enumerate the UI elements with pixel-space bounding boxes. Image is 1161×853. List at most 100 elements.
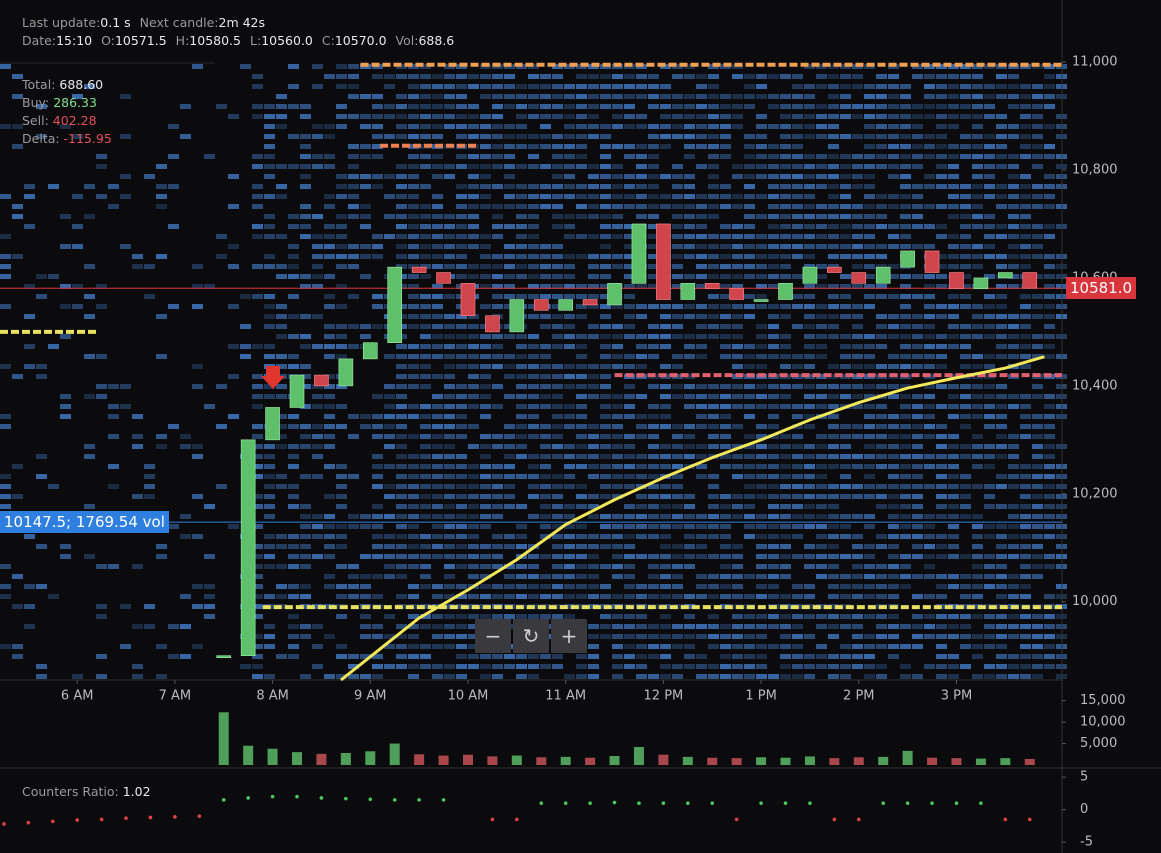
heat-cell [888, 334, 899, 339]
heat-cell [780, 634, 791, 639]
heat-cell [912, 194, 923, 199]
heat-cell [504, 434, 515, 439]
heat-cell [108, 464, 119, 469]
heat-cell [1020, 424, 1031, 429]
heat-cell [660, 104, 671, 109]
heat-cell [456, 354, 467, 359]
heat-cell [828, 524, 839, 529]
heat-cell [684, 204, 695, 209]
heat-cell [72, 674, 83, 679]
heat-cell [996, 624, 1007, 629]
heat-cell [900, 104, 911, 109]
volume-bar [951, 758, 962, 765]
heat-cell [1044, 304, 1055, 309]
heat-cell [864, 414, 875, 419]
heat-cell [960, 244, 971, 249]
heat-cell [132, 264, 143, 269]
heat-cell [780, 184, 791, 189]
heat-cell [948, 614, 959, 619]
heat-cell [528, 144, 539, 149]
heat-cell [984, 334, 995, 339]
heat-cell [1008, 624, 1019, 629]
zoom-in-button[interactable]: + [551, 619, 587, 653]
heat-cell [744, 494, 755, 499]
heat-cell [588, 424, 599, 429]
heat-cell [876, 194, 887, 199]
heat-cell [348, 204, 359, 209]
heat-cell [372, 434, 383, 439]
heat-cell [756, 464, 767, 469]
stat-row: Total: 688.60 [22, 76, 112, 94]
heat-cell [984, 144, 995, 149]
heat-cell [348, 594, 359, 599]
heat-cell [720, 354, 731, 359]
heat-cell [780, 104, 791, 109]
heat-cell [912, 124, 923, 129]
heat-cell [684, 184, 695, 189]
heat-cell [720, 544, 731, 549]
heat-cell [912, 444, 923, 449]
heat-cell [972, 484, 983, 489]
heat-cell [336, 384, 347, 389]
zoom-out-button[interactable]: − [475, 619, 511, 653]
heat-cell [996, 444, 1007, 449]
level-tag: 10147.5; 1769.54 vol [0, 511, 169, 534]
heat-cell [492, 74, 503, 79]
heat-cell [780, 164, 791, 169]
heat-cell [372, 134, 383, 139]
heat-cell [420, 604, 431, 609]
heat-cell [660, 84, 671, 89]
heat-cell [444, 504, 455, 509]
heat-cell [840, 454, 851, 459]
heat-cell [972, 644, 983, 649]
heat-cell [756, 404, 767, 409]
heat-cell [960, 394, 971, 399]
heat-cell [300, 344, 311, 349]
heat-cell [528, 464, 539, 469]
heat-cell [804, 544, 815, 549]
heat-cell [480, 144, 491, 149]
heat-cell [396, 114, 407, 119]
heat-cell [528, 394, 539, 399]
heat-cell [996, 324, 1007, 329]
heat-cell [684, 114, 695, 119]
heat-cell [744, 414, 755, 419]
heat-cell [576, 404, 587, 409]
heat-cell [996, 144, 1007, 149]
heat-cell [648, 244, 659, 249]
heat-cell [444, 414, 455, 419]
heat-cell [1008, 614, 1019, 619]
heat-cell [564, 444, 575, 449]
heat-cell [744, 184, 755, 189]
heat-cell [456, 134, 467, 139]
heat-cell [984, 94, 995, 99]
heat-cell [732, 624, 743, 629]
reset-button[interactable]: ↻ [513, 619, 549, 653]
heat-cell [672, 434, 683, 439]
heat-cell [672, 364, 683, 369]
heat-cell [912, 204, 923, 209]
heat-cell [948, 654, 959, 659]
heat-cell [408, 624, 419, 629]
heat-cell [996, 384, 1007, 389]
heat-cell [468, 404, 479, 409]
heat-cell [108, 384, 119, 389]
heat-cell [660, 384, 671, 389]
heat-cell [408, 484, 419, 489]
heat-cell [984, 164, 995, 169]
heat-cell [444, 484, 455, 489]
heat-cell [504, 74, 515, 79]
heat-cell [624, 194, 635, 199]
candle [533, 299, 549, 311]
heat-cell [1020, 404, 1031, 409]
heat-cell [516, 444, 527, 449]
heat-cell [900, 324, 911, 329]
heat-cell [792, 134, 803, 139]
heat-cell [732, 444, 743, 449]
heat-cell [696, 304, 707, 309]
candle [216, 655, 232, 659]
heat-cell [0, 504, 11, 509]
heat-cell [996, 524, 1007, 529]
heat-cell [624, 364, 635, 369]
heat-cell [1044, 154, 1055, 159]
